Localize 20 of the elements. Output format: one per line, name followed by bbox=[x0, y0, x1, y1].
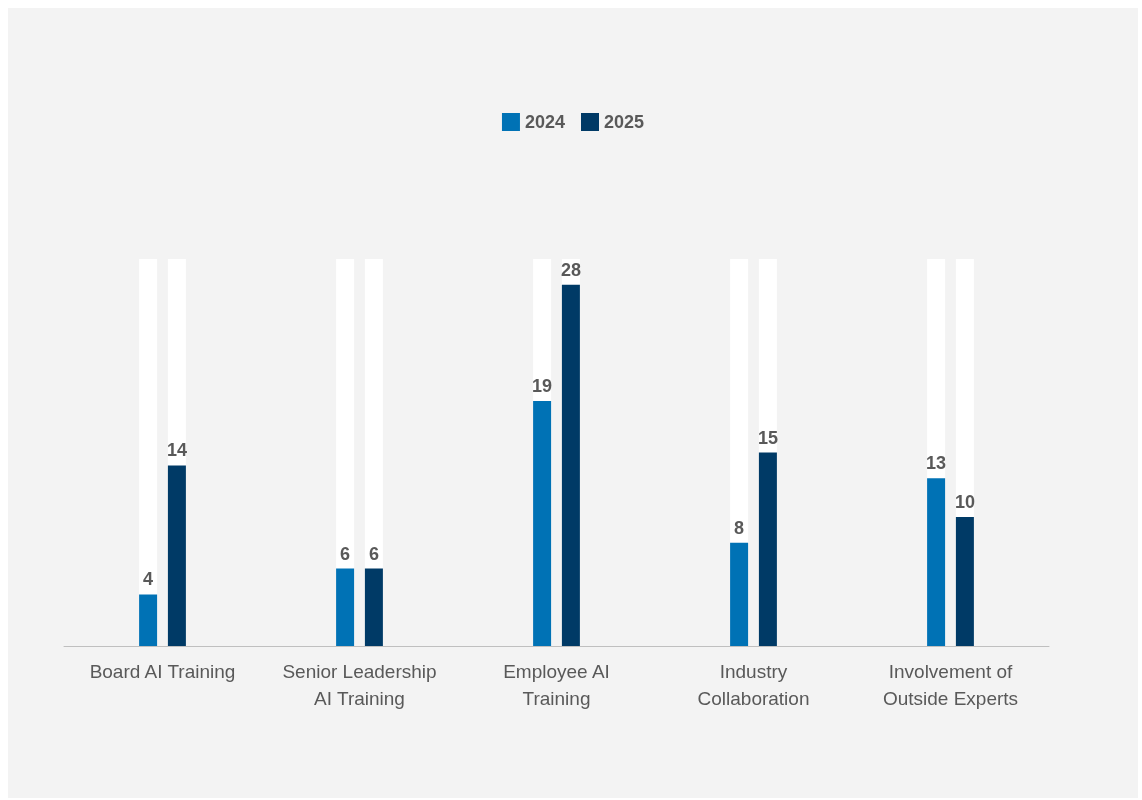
data-label: 19 bbox=[532, 375, 553, 396]
x-tick-label: Board AI Training bbox=[89, 661, 236, 682]
data-label: 6 bbox=[340, 543, 351, 564]
x-tick-label: Employee AI Training bbox=[503, 661, 610, 709]
data-label: 15 bbox=[757, 427, 778, 448]
data-label: 4 bbox=[143, 569, 154, 590]
legend-label: 2024 bbox=[524, 112, 565, 132]
x-tick-label: Senior Leadership AI Training bbox=[282, 661, 437, 709]
data-label: 6 bbox=[368, 543, 379, 564]
data-label: 13 bbox=[926, 453, 947, 474]
legend-label: 2025 bbox=[604, 112, 645, 132]
data-label: 14 bbox=[166, 440, 187, 461]
data-label: 28 bbox=[560, 259, 581, 280]
data-label: 8 bbox=[734, 517, 745, 538]
x-tick-label: Industry Collaboration bbox=[697, 661, 810, 709]
bar bbox=[139, 594, 158, 646]
bar bbox=[336, 568, 355, 646]
bar bbox=[364, 568, 383, 646]
x-tick-label: Involvement of Outside Experts bbox=[882, 661, 1019, 709]
data-label: 10 bbox=[954, 492, 975, 512]
